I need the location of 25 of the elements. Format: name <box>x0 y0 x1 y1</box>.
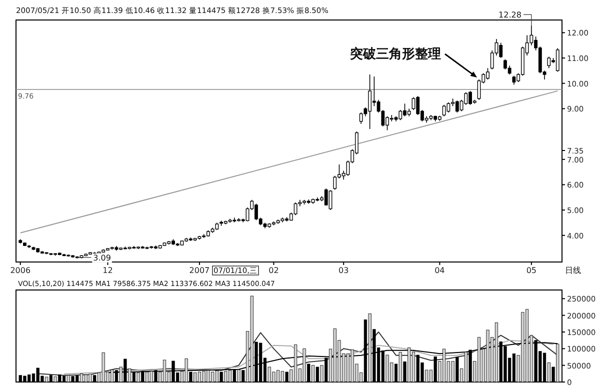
x-tick-label: 2007 <box>189 266 210 275</box>
candlestick <box>390 114 394 122</box>
candlestick <box>556 48 560 72</box>
candlestick <box>412 96 416 110</box>
x-tick-label: 03 <box>338 266 349 275</box>
x-tick-label: 12 <box>102 266 113 275</box>
annotation: 12.28 <box>498 10 522 20</box>
annotation: 3.09 <box>93 253 111 262</box>
candlestick <box>446 102 450 113</box>
x-tick-label: 04 <box>434 266 445 275</box>
candlestick <box>398 110 402 120</box>
x-tick-label: 02 <box>268 266 279 275</box>
text: 日线 <box>565 266 581 275</box>
candlestick <box>324 188 328 206</box>
candlestick <box>442 104 446 117</box>
candlestick <box>333 175 337 190</box>
line-series <box>37 332 558 376</box>
candlestick <box>455 100 459 113</box>
candlestick <box>547 56 551 69</box>
x-tick-label: 05 <box>526 266 537 275</box>
candlestick <box>359 112 363 124</box>
line-series <box>64 340 554 374</box>
annotation: 突破三角形整理 <box>349 46 441 62</box>
x-tick-label: 2006 <box>10 266 31 275</box>
candlestick <box>499 42 503 58</box>
